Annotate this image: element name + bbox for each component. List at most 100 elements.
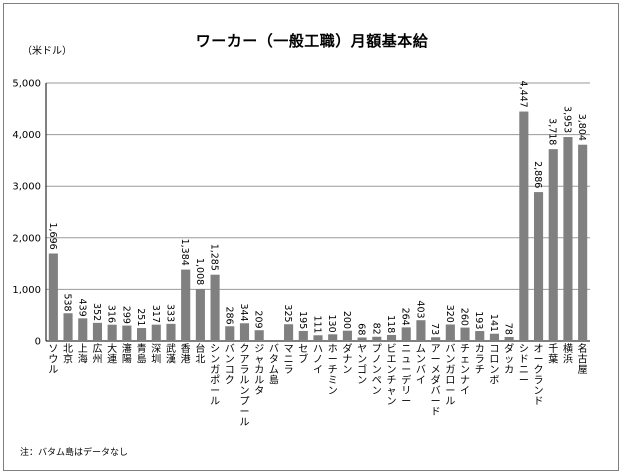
bar — [519, 111, 529, 342]
bar — [460, 327, 470, 341]
data-label: 538 — [62, 293, 73, 311]
x-category-label: 北京 — [63, 343, 73, 366]
data-label: 200 — [341, 311, 352, 329]
x-category-label: プノンペン — [372, 343, 382, 397]
x-category-label: 横浜 — [563, 342, 573, 366]
bar — [225, 326, 235, 341]
x-category-label: 青島 — [137, 342, 147, 366]
y-tick-label: 0 — [35, 337, 41, 348]
x-category-label: 上海 — [78, 343, 88, 366]
data-label: 111 — [312, 315, 323, 333]
data-label: 286 — [223, 306, 234, 324]
x-category-label: シンガポール — [210, 344, 220, 408]
bar — [63, 313, 73, 341]
data-label: 1,008 — [194, 258, 205, 285]
x-category-label: ハノイ — [313, 344, 323, 376]
data-label: 251 — [135, 308, 146, 326]
bar — [48, 253, 58, 341]
data-label: 316 — [106, 305, 117, 323]
data-label: 209 — [253, 310, 264, 328]
bar — [578, 144, 588, 341]
data-label: 195 — [297, 311, 308, 329]
x-category-label: ホーチミン — [328, 343, 338, 397]
bar — [475, 331, 485, 341]
x-category-label: アーメダバード — [431, 344, 441, 418]
bar — [239, 323, 250, 341]
x-category-label: 深圳 — [151, 343, 161, 366]
data-label: 3,953 — [561, 106, 572, 133]
x-category-label: シドニー — [519, 344, 529, 387]
x-category-label: 武漢 — [166, 342, 176, 366]
x-category-label: ダナン — [342, 342, 352, 376]
bar — [284, 324, 294, 341]
data-label: 78 — [503, 323, 514, 335]
data-label: 2,886 — [532, 161, 543, 188]
chart-title: ワーカー（一般工職）月額基本給 — [195, 32, 429, 50]
x-category-label: バタム島 — [269, 343, 279, 387]
bar — [313, 335, 323, 341]
x-category-label: 香港 — [181, 343, 191, 366]
data-label: 344 — [238, 303, 249, 321]
data-label: 73 — [429, 323, 440, 335]
footnote: 注：バタム島はデータなし — [20, 448, 129, 458]
data-label: 264 — [400, 308, 411, 326]
data-label: 1,384 — [179, 239, 190, 266]
x-category-label: カラチ — [475, 343, 485, 376]
y-tick-label: 1,000 — [12, 285, 41, 296]
x-category-label: 広州 — [92, 342, 102, 366]
data-label: 439 — [76, 299, 87, 317]
x-category-label: ソウル — [48, 344, 58, 376]
data-label: 3,718 — [547, 118, 558, 145]
data-label: 193 — [473, 311, 484, 329]
data-label: 1,285 — [209, 244, 220, 271]
y-tick-label: 2,000 — [12, 233, 41, 244]
data-label: 320 — [444, 305, 455, 323]
x-category-label: 千葉 — [548, 343, 558, 366]
data-label: 68 — [356, 323, 367, 335]
y-tick-label: 5,000 — [12, 79, 41, 90]
data-label: 260 — [459, 308, 470, 326]
data-label: 1,696 — [47, 222, 58, 249]
bar — [563, 137, 573, 341]
x-category-label: チェンナイ — [460, 343, 470, 397]
data-label: 299 — [120, 306, 131, 324]
bar — [122, 325, 132, 341]
y-tick-label: 3,000 — [12, 182, 41, 193]
data-label: 82 — [370, 323, 381, 335]
x-category-label: バンコク — [225, 343, 235, 387]
data-label: 317 — [150, 305, 161, 323]
bar — [151, 324, 161, 341]
bar — [533, 192, 544, 341]
bar — [431, 337, 441, 341]
bar — [504, 336, 514, 341]
bar — [328, 334, 338, 341]
x-category-label: クアラルンプール — [239, 343, 249, 429]
x-category-label: 台北 — [195, 342, 205, 366]
bar — [489, 333, 499, 341]
x-category-label: マニラ — [284, 344, 294, 376]
x-category-label: 瀋陽 — [122, 342, 132, 366]
bar — [298, 330, 308, 341]
data-label: 118 — [385, 315, 396, 333]
bar — [386, 334, 397, 341]
bar — [78, 318, 88, 341]
y-axis-unit-label: （米ドル） — [22, 46, 72, 57]
x-category-label: ダッカ — [504, 342, 514, 376]
chart-frame — [3, 3, 619, 471]
bar — [210, 274, 220, 341]
x-category-label: ムンバイ — [416, 343, 426, 387]
bar — [195, 288, 205, 341]
data-label: 4,447 — [517, 81, 528, 108]
data-label: 403 — [414, 300, 425, 318]
x-category-label: バンガロール — [445, 343, 455, 408]
bar — [401, 327, 411, 341]
bar — [92, 322, 103, 341]
bar — [166, 323, 176, 341]
data-label: 352 — [91, 303, 102, 321]
x-category-label: 大連 — [107, 342, 117, 366]
bar — [548, 149, 558, 341]
data-label: 333 — [164, 304, 175, 322]
bar — [445, 324, 455, 341]
x-category-label: ジャカルタ — [254, 344, 264, 397]
